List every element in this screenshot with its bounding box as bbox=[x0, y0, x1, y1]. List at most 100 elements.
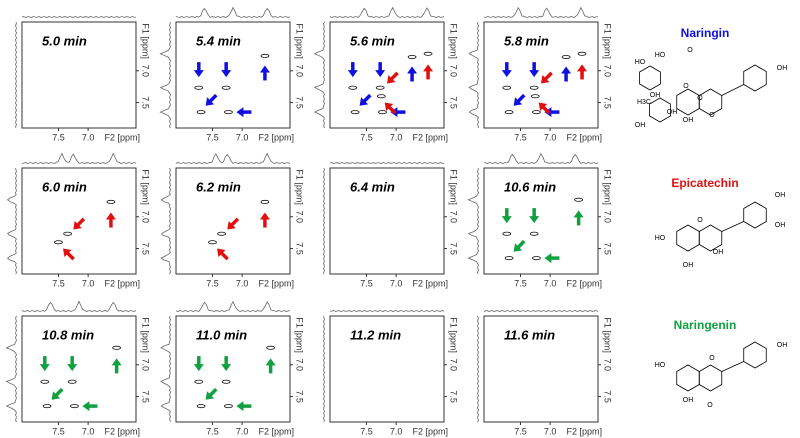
panel-frame bbox=[21, 167, 137, 275]
f1-axis-label: F1 [ppm] bbox=[141, 317, 151, 353]
cross-peak bbox=[502, 231, 512, 236]
panel-label: 6.4 min bbox=[350, 179, 395, 194]
arrow-head bbox=[205, 391, 215, 400]
f1-axis-label: F1 [ppm] bbox=[449, 317, 459, 353]
ring bbox=[676, 88, 700, 116]
f1-tick-label: 7.0 bbox=[295, 211, 305, 224]
cross-peak bbox=[40, 379, 50, 384]
f2-axis-label: F2 [ppm] bbox=[259, 278, 295, 288]
arrow-head bbox=[529, 216, 540, 224]
cross-peak bbox=[67, 379, 77, 384]
atom-label: O bbox=[683, 83, 689, 90]
cross-peak bbox=[63, 231, 72, 236]
f2-axis-label: F2 [ppm] bbox=[413, 278, 449, 288]
atom-label: H3C bbox=[637, 99, 651, 106]
bond bbox=[721, 221, 744, 232]
f2-tick-label: 7.0 bbox=[390, 426, 403, 436]
cross-peak bbox=[561, 54, 571, 59]
arrow-head bbox=[39, 364, 50, 372]
f2-tick-label: 7.5 bbox=[360, 278, 373, 288]
cross-peak bbox=[221, 379, 231, 384]
cross-peak bbox=[194, 379, 204, 384]
f1-axis-label: F1 [ppm] bbox=[141, 169, 151, 205]
f2-projection bbox=[21, 152, 137, 165]
arrow-head bbox=[423, 64, 434, 72]
f2-axis-label: F2 [ppm] bbox=[567, 278, 603, 288]
ring bbox=[698, 364, 723, 392]
atom-label: OH bbox=[683, 397, 694, 404]
cross-peak bbox=[529, 231, 539, 236]
atom-label: OH bbox=[777, 342, 788, 349]
panel-label: 11.0 min bbox=[196, 327, 247, 342]
f1-tick-label: 7.5 bbox=[449, 96, 459, 109]
f1-tick-label: 7.0 bbox=[449, 359, 459, 372]
arrow-head bbox=[375, 70, 386, 78]
f1-axis-label: F1 [ppm] bbox=[295, 317, 305, 353]
f1-tick-label: 7.5 bbox=[449, 390, 459, 403]
panel-frame bbox=[329, 315, 445, 423]
f2-projection bbox=[329, 161, 445, 165]
cross-peak bbox=[423, 51, 433, 56]
f2-projection bbox=[329, 6, 445, 19]
f1-tick-label: 7.5 bbox=[295, 390, 305, 403]
ring bbox=[676, 224, 700, 252]
panel-frame bbox=[483, 167, 599, 275]
f2-tick-label: 7.0 bbox=[390, 132, 403, 142]
cross-peak bbox=[504, 256, 514, 261]
panel-label: 6.2 min bbox=[196, 179, 241, 194]
f1-tick-label: 7.0 bbox=[449, 211, 459, 224]
panel-frame bbox=[21, 21, 137, 129]
panel-label: 5.8 min bbox=[504, 33, 549, 48]
f2-axis-label: F2 [ppm] bbox=[567, 132, 603, 142]
cross-peak bbox=[378, 110, 387, 115]
arrow-head bbox=[541, 74, 550, 84]
cross-peak bbox=[70, 404, 79, 409]
ring bbox=[743, 341, 767, 369]
atom-label: O bbox=[709, 112, 715, 119]
arrow-head bbox=[544, 253, 552, 264]
arrow-head bbox=[67, 364, 78, 372]
panel-frame bbox=[329, 167, 445, 275]
f1-tick-label: 7.5 bbox=[141, 96, 151, 109]
arrow-head bbox=[193, 70, 204, 78]
f2-tick-label: 7.0 bbox=[82, 426, 95, 436]
arrow-head bbox=[529, 70, 540, 78]
f2-tick-label: 7.5 bbox=[52, 278, 65, 288]
f2-tick-label: 7.0 bbox=[544, 132, 557, 142]
cross-peak bbox=[208, 240, 217, 245]
cross-peak bbox=[224, 404, 233, 409]
arrow-head bbox=[63, 248, 72, 258]
arrow-head bbox=[259, 65, 270, 73]
cross-peak bbox=[266, 345, 276, 350]
cross-peak bbox=[217, 231, 227, 236]
arrow-head bbox=[538, 102, 548, 112]
f2-axis-label: F2 [ppm] bbox=[567, 426, 603, 436]
atom-label: O bbox=[707, 402, 713, 409]
f2-axis-label: F2 [ppm] bbox=[259, 132, 295, 142]
cross-peak bbox=[194, 85, 204, 90]
f1-tick-label: 7.5 bbox=[449, 242, 459, 255]
f1-projection bbox=[467, 167, 480, 275]
atom-label: OH bbox=[635, 122, 646, 129]
f2-tick-label: 7.0 bbox=[544, 278, 557, 288]
f1-tick-label: 7.0 bbox=[141, 211, 151, 224]
cross-peak bbox=[529, 85, 539, 90]
cross-peak bbox=[502, 85, 512, 90]
f2-tick-label: 7.5 bbox=[360, 426, 373, 436]
panel-frame bbox=[329, 21, 445, 129]
f2-tick-label: 7.5 bbox=[206, 426, 219, 436]
arrow-head bbox=[82, 401, 90, 412]
f1-tick-label: 7.5 bbox=[603, 242, 613, 255]
arrow-head bbox=[577, 64, 588, 72]
cross-peak bbox=[376, 94, 386, 99]
atom-label: HO bbox=[655, 52, 666, 59]
cross-peak bbox=[577, 51, 587, 56]
f1-projection bbox=[160, 167, 172, 275]
cross-peak bbox=[260, 53, 270, 58]
panel-label: 5.6 min bbox=[350, 33, 395, 48]
arrow-head bbox=[193, 364, 204, 372]
arrow-head bbox=[236, 107, 244, 118]
cross-peak bbox=[112, 345, 122, 350]
f2-tick-label: 7.5 bbox=[52, 132, 65, 142]
f2-tick-label: 7.0 bbox=[236, 278, 249, 288]
